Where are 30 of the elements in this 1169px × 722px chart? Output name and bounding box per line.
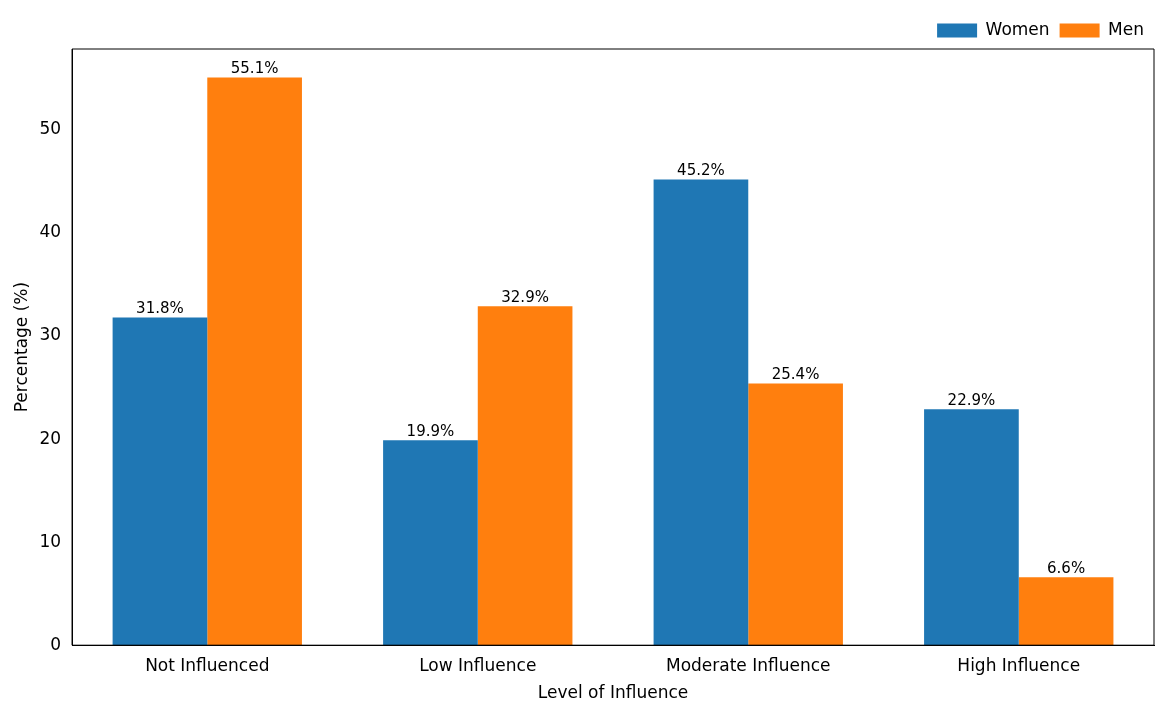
- data-label: 55.1%: [230, 58, 279, 77]
- x-tick-label: High Influence: [957, 654, 1081, 675]
- legend-label: Men: [1108, 18, 1145, 39]
- x-tick-label: Low Influence: [419, 654, 537, 675]
- data-label: 19.9%: [406, 421, 455, 440]
- bar: [924, 409, 1019, 646]
- data-label: 31.8%: [136, 298, 184, 317]
- bar: [112, 317, 208, 646]
- x-tick-label: Not Influenced: [145, 654, 270, 675]
- y-tick-label: 40: [39, 221, 62, 242]
- y-tick-label: 20: [39, 427, 62, 448]
- bar: [653, 179, 749, 646]
- data-label: 32.9%: [501, 287, 549, 306]
- y-tick-label: 0: [50, 633, 62, 654]
- y-tick-label: 30: [39, 324, 62, 345]
- legend-label: Women: [985, 18, 1050, 39]
- data-label: 22.9%: [947, 390, 996, 409]
- bar: [748, 383, 843, 646]
- y-tick-label: 50: [39, 118, 62, 139]
- data-label: 25.4%: [771, 364, 820, 383]
- x-tick-label: Moderate Influence: [665, 654, 831, 675]
- bar: [1018, 577, 1114, 646]
- bar: [383, 440, 478, 646]
- y-tick-label: 10: [39, 530, 62, 551]
- y-axis-title: Percentage (%): [10, 281, 31, 413]
- bar: [207, 77, 302, 646]
- data-label: 6.6%: [1047, 558, 1086, 577]
- x-axis-title: Level of Influence: [537, 682, 689, 703]
- data-label: 45.2%: [677, 160, 725, 179]
- bar: [477, 306, 573, 646]
